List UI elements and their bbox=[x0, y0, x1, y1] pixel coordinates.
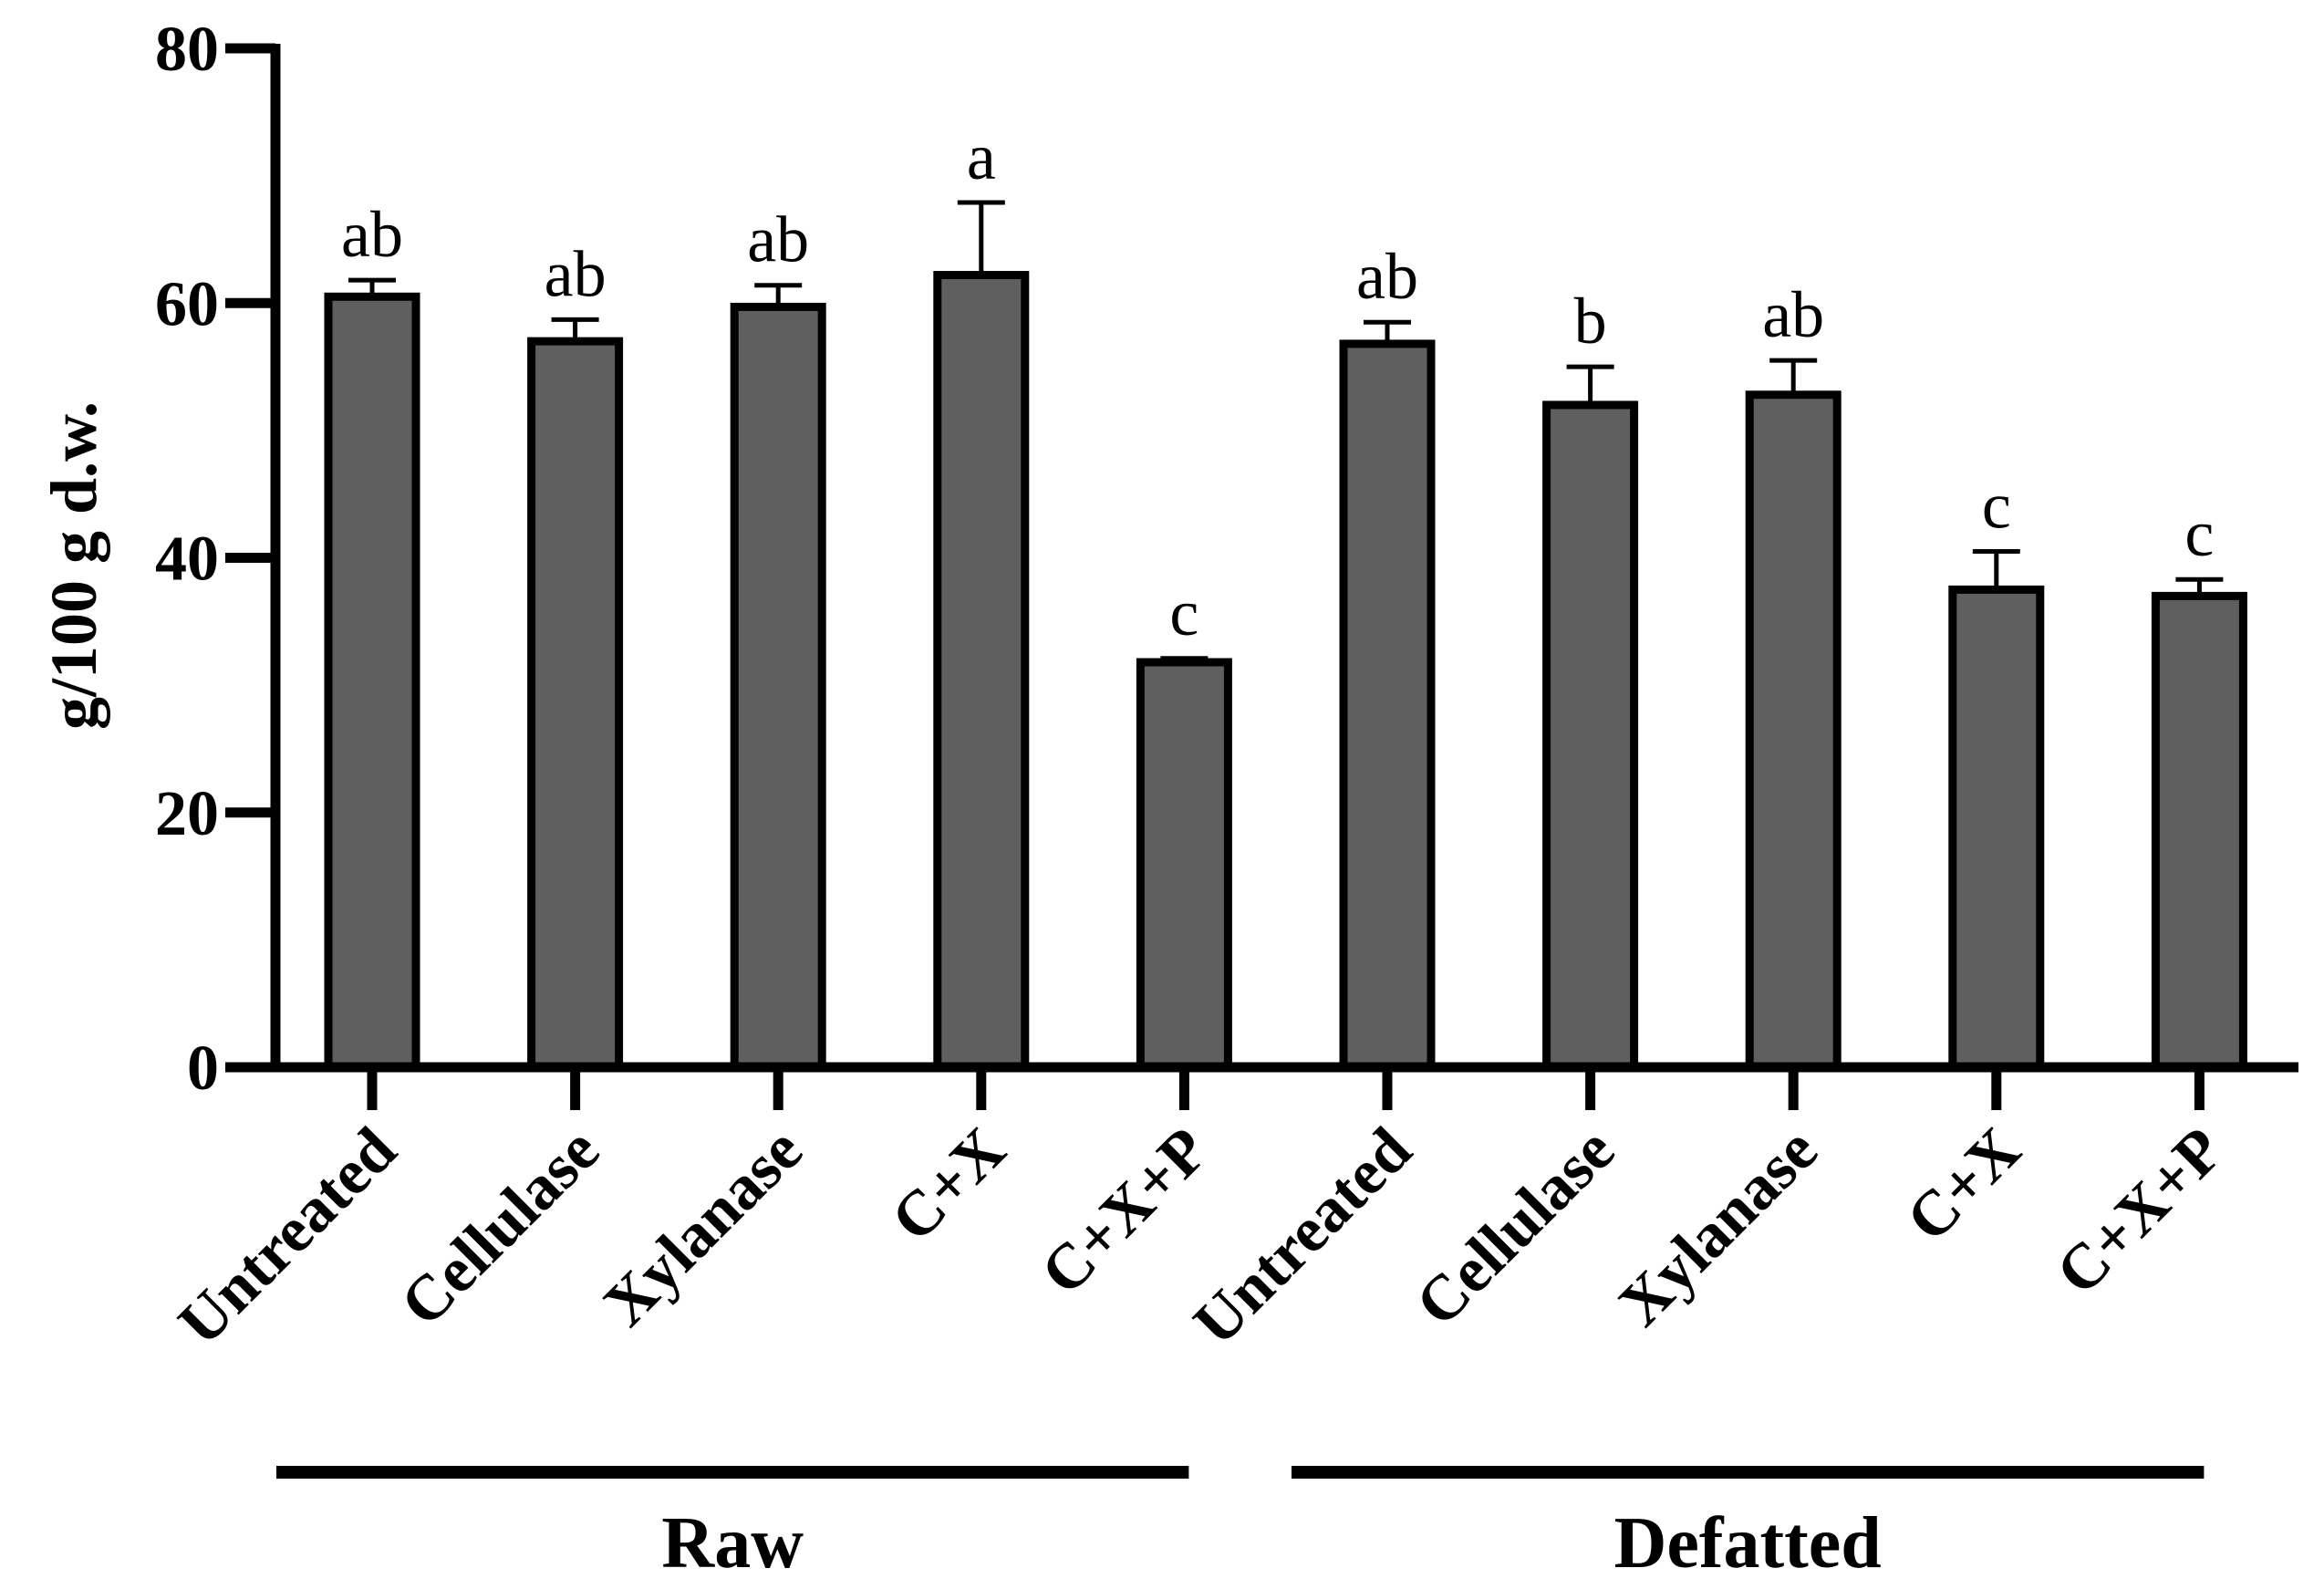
y-tick-label: 80 bbox=[155, 15, 219, 85]
group-label: Defatted bbox=[1614, 1503, 1882, 1584]
bar bbox=[1948, 585, 2045, 1072]
bar bbox=[1136, 658, 1232, 1072]
bar bbox=[730, 302, 826, 1072]
significance-label: c bbox=[2184, 497, 2214, 570]
y-tick-label: 40 bbox=[155, 524, 219, 595]
x-tick-label: Cellulase bbox=[1403, 1115, 1628, 1340]
x-tick-label: Untreated bbox=[165, 1115, 410, 1359]
significance-label: b bbox=[1574, 285, 1607, 358]
bar bbox=[324, 292, 420, 1072]
y-tick-label: 60 bbox=[155, 269, 219, 339]
bars-layer: ab ab ab a c ab b ab c c bbox=[324, 120, 2247, 1072]
x-tick-label: Untreated bbox=[1180, 1115, 1425, 1359]
x-tick-label: Xylanase bbox=[1606, 1115, 1831, 1340]
x-tick-label: C+X bbox=[1893, 1115, 2034, 1255]
significance-label: ab bbox=[1762, 278, 1824, 351]
significance-label: ab bbox=[747, 203, 809, 276]
x-tick-label: Cellulase bbox=[388, 1115, 613, 1340]
significance-label: a bbox=[967, 120, 996, 193]
x-tick-label: C+X+P bbox=[1028, 1115, 1222, 1309]
significance-label: ab bbox=[545, 237, 607, 310]
x-tick-label: C+X+P bbox=[2043, 1115, 2237, 1309]
group-label: Raw bbox=[661, 1503, 804, 1584]
bar bbox=[1339, 339, 1436, 1072]
bar bbox=[933, 271, 1030, 1072]
bar bbox=[1542, 400, 1639, 1072]
y-axis: 0 20 40 60 80 bbox=[155, 15, 281, 1104]
bar bbox=[527, 337, 624, 1072]
bar bbox=[2151, 591, 2247, 1072]
significance-label: ab bbox=[1356, 240, 1418, 313]
significance-label: c bbox=[1982, 470, 2011, 543]
significance-label: c bbox=[1169, 576, 1198, 649]
y-tick-label: 0 bbox=[187, 1033, 219, 1104]
y-axis-label: g/100 g d.w. bbox=[37, 401, 110, 730]
bar bbox=[1745, 390, 1842, 1072]
significance-label: ab bbox=[341, 198, 403, 271]
y-tick-label: 20 bbox=[155, 779, 219, 849]
x-tick-label: C+X bbox=[878, 1115, 1019, 1255]
group-brackets: Raw Defatted bbox=[276, 1466, 2205, 1584]
x-tick-label: Xylanase bbox=[591, 1115, 816, 1340]
